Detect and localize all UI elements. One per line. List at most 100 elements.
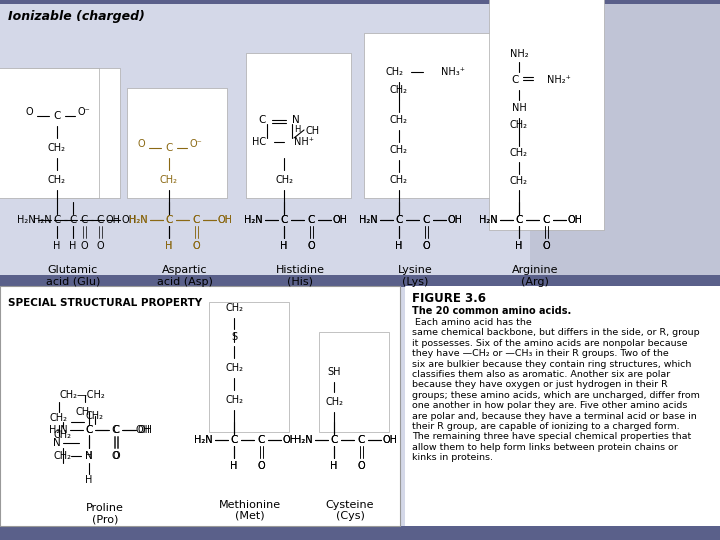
Text: (Cys): (Cys) xyxy=(336,511,364,521)
Text: Cysteine: Cysteine xyxy=(325,500,374,510)
Text: H: H xyxy=(294,125,300,134)
Text: CH₂: CH₂ xyxy=(50,413,68,423)
Text: H₂N: H₂N xyxy=(17,215,35,225)
Bar xyxy=(319,332,389,432)
Text: Ionizable (charged): Ionizable (charged) xyxy=(8,10,145,23)
Text: H: H xyxy=(166,241,173,251)
Bar xyxy=(246,53,351,198)
Text: OH: OH xyxy=(382,435,397,445)
Text: OH: OH xyxy=(138,425,153,435)
Text: H₂N: H₂N xyxy=(243,215,262,225)
Text: CH₂: CH₂ xyxy=(54,451,72,461)
Text: OH: OH xyxy=(333,215,348,225)
Text: C: C xyxy=(542,215,549,225)
Text: O: O xyxy=(257,461,265,471)
Text: OH: OH xyxy=(122,215,137,225)
Text: C: C xyxy=(395,215,402,225)
Text: C: C xyxy=(96,215,104,225)
Text: C: C xyxy=(357,435,365,445)
Text: C: C xyxy=(516,215,523,225)
Text: C: C xyxy=(257,435,265,445)
Text: N: N xyxy=(292,115,300,125)
Text: CH₂: CH₂ xyxy=(510,176,528,186)
Text: CH₂: CH₂ xyxy=(54,430,72,440)
Text: H: H xyxy=(330,461,338,471)
Text: CH₂: CH₂ xyxy=(275,175,293,185)
Text: (Arg): (Arg) xyxy=(521,277,549,287)
Text: H: H xyxy=(166,241,173,251)
Text: C: C xyxy=(280,215,288,225)
Text: Methionine: Methionine xyxy=(219,500,281,510)
Text: OH: OH xyxy=(282,435,297,445)
Text: C: C xyxy=(307,215,315,225)
Text: H: H xyxy=(230,461,238,471)
Text: NH: NH xyxy=(512,103,526,113)
Bar xyxy=(20,68,120,198)
Text: C: C xyxy=(85,425,93,435)
Bar xyxy=(0,286,400,526)
Text: Lysine: Lysine xyxy=(397,265,433,275)
Bar xyxy=(0,275,720,287)
Text: O: O xyxy=(542,241,550,251)
Text: Each amino acid has the
same chemical backbone, but differs in the side, or R, g: Each amino acid has the same chemical ba… xyxy=(412,318,700,462)
Text: C: C xyxy=(230,435,238,445)
Bar xyxy=(0,68,99,198)
Text: O: O xyxy=(422,241,430,251)
Text: H₂N: H₂N xyxy=(294,435,312,445)
Text: Histidine: Histidine xyxy=(276,265,325,275)
Text: CH₂: CH₂ xyxy=(510,148,528,158)
Text: OH: OH xyxy=(333,215,348,225)
Text: Glutamic: Glutamic xyxy=(48,265,98,275)
Text: C: C xyxy=(85,425,93,435)
Text: H₂N: H₂N xyxy=(194,435,212,445)
Text: H: H xyxy=(516,241,523,251)
Text: H₂N: H₂N xyxy=(129,215,148,225)
Text: (Lys): (Lys) xyxy=(402,277,428,287)
Text: C: C xyxy=(112,425,120,435)
Text: CH₂: CH₂ xyxy=(390,115,408,125)
Text: H: H xyxy=(230,461,238,471)
Text: H: H xyxy=(395,241,402,251)
Text: acid (Asp): acid (Asp) xyxy=(157,277,213,287)
Bar xyxy=(405,286,720,526)
Text: O: O xyxy=(307,241,315,251)
Text: C: C xyxy=(53,215,60,225)
Text: CH₂: CH₂ xyxy=(390,145,408,155)
Bar xyxy=(0,0,720,4)
Text: CH: CH xyxy=(306,126,320,136)
Bar xyxy=(127,88,227,198)
Text: C: C xyxy=(69,215,77,225)
Text: NH₂: NH₂ xyxy=(510,49,528,59)
Text: H₂N: H₂N xyxy=(32,215,51,225)
Text: OH: OH xyxy=(448,215,462,225)
Text: C: C xyxy=(166,143,173,153)
Text: acid (Glu): acid (Glu) xyxy=(46,277,100,287)
Text: CH₂: CH₂ xyxy=(225,303,243,313)
Text: CH₂: CH₂ xyxy=(160,175,178,185)
Text: CH₂: CH₂ xyxy=(85,411,103,421)
Text: O: O xyxy=(542,241,550,251)
Text: H: H xyxy=(85,451,93,461)
Text: H₂N: H₂N xyxy=(129,215,148,225)
Text: H₂N: H₂N xyxy=(49,425,67,435)
Text: O: O xyxy=(192,241,200,251)
Text: O: O xyxy=(80,241,88,251)
Text: C: C xyxy=(516,215,523,225)
Text: O: O xyxy=(192,241,200,251)
Text: H₂N: H₂N xyxy=(243,215,262,225)
Text: CH₂: CH₂ xyxy=(48,143,66,153)
Text: CH₂—CH₂: CH₂—CH₂ xyxy=(59,390,104,400)
Text: OH: OH xyxy=(106,215,120,225)
Text: C: C xyxy=(280,215,288,225)
Text: H: H xyxy=(395,241,402,251)
Text: H₂N: H₂N xyxy=(359,215,377,225)
Text: SPECIAL STRUCTURAL PROPERTY: SPECIAL STRUCTURAL PROPERTY xyxy=(8,298,202,308)
Bar xyxy=(364,33,494,198)
Text: OH: OH xyxy=(282,435,297,445)
Text: C: C xyxy=(307,215,315,225)
Text: CH₂: CH₂ xyxy=(386,67,404,77)
Text: O: O xyxy=(112,451,120,461)
Text: C: C xyxy=(258,115,266,125)
Text: O: O xyxy=(422,241,430,251)
Text: CH₂: CH₂ xyxy=(325,397,343,407)
